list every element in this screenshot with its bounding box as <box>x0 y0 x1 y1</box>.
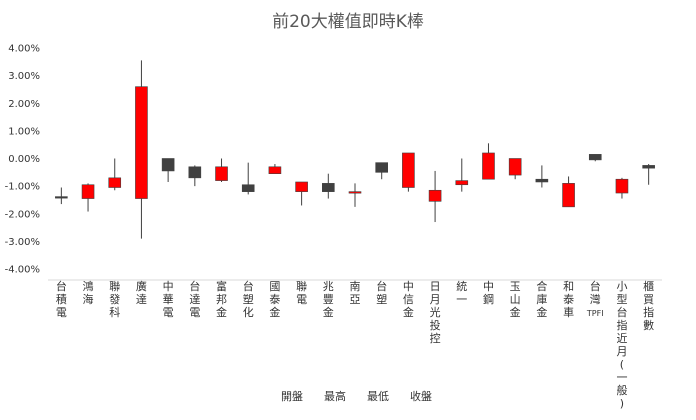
candle-body <box>268 166 282 174</box>
candle <box>295 181 308 206</box>
candle-body <box>455 180 469 186</box>
candle <box>535 165 549 188</box>
candle <box>482 143 495 180</box>
y-tick-label: 1.00% <box>8 126 40 137</box>
candle <box>615 177 629 199</box>
candle-body <box>615 178 629 194</box>
legend-entry: 開盤 <box>281 390 303 403</box>
candle-body <box>241 184 255 192</box>
y-tick-label: -2.00% <box>5 209 40 220</box>
candle-body <box>135 86 148 199</box>
candle-body <box>588 154 602 161</box>
candle <box>348 183 362 207</box>
y-tick-label: -4.00% <box>5 265 40 276</box>
x-tick-label: 兆豐金 <box>323 280 334 319</box>
chart-title: 前20大權值即時K棒 <box>272 12 424 32</box>
candle-body <box>81 184 95 199</box>
y-tick-label: 4.00% <box>8 44 40 55</box>
candle-body <box>482 152 495 180</box>
candle <box>241 162 255 195</box>
candle-body <box>108 177 122 188</box>
candle-body <box>562 183 575 208</box>
candle <box>322 173 335 199</box>
x-tick-label: 台塑 <box>376 279 387 306</box>
candle-body <box>188 166 202 179</box>
candles <box>55 60 655 239</box>
candle <box>55 187 68 205</box>
candle-body <box>428 189 442 202</box>
candle <box>642 164 655 185</box>
candle <box>428 170 442 223</box>
x-tick-label: 小型台指近月(一般) <box>616 280 627 410</box>
x-tick-label: 櫃買指數 <box>643 279 654 332</box>
candle-body <box>161 158 175 172</box>
candle <box>81 183 95 212</box>
candle <box>161 158 175 182</box>
legend-entry: 最高 <box>324 389 346 403</box>
legend-entry: 收盤 <box>410 389 432 403</box>
candle <box>135 60 148 239</box>
y-tick-label: -3.00% <box>5 237 40 248</box>
candle-body <box>348 191 362 194</box>
x-tick-label: 中華電 <box>163 280 174 319</box>
candle-body <box>508 158 522 176</box>
x-tick-label: 廣達 <box>136 279 147 306</box>
x-tick-label: 統一 <box>456 279 467 306</box>
y-tick-label: 2.00% <box>8 99 40 110</box>
y-tick-label: 3.00% <box>8 71 40 82</box>
candle <box>375 162 388 180</box>
candle-body <box>402 152 415 188</box>
candle-body <box>295 181 308 192</box>
candle-body <box>535 178 549 183</box>
candle-body <box>55 196 68 199</box>
x-tick-label: 台塑化 <box>243 279 254 319</box>
candle <box>588 154 602 162</box>
candle-body <box>215 166 228 181</box>
candle-body <box>375 162 388 173</box>
x-tick-label: 台達電 <box>189 279 200 319</box>
x-tick-label: 合庫金 <box>536 279 547 319</box>
x-tick-label: 中鋼 <box>483 280 494 306</box>
x-tick-label: 和泰車 <box>563 280 574 319</box>
candle <box>215 158 228 182</box>
candle <box>188 165 202 187</box>
candle-body <box>322 183 335 192</box>
x-tick-label: 日月光投控 <box>430 280 441 345</box>
candle <box>402 152 415 192</box>
x-tick-label: 聯電 <box>296 280 307 306</box>
x-tick-label: 國泰金 <box>269 280 280 319</box>
y-tick-label: 0.00% <box>8 154 40 165</box>
x-tick-label: 聯發科 <box>109 280 120 319</box>
x-tick-label: 台灣 TPFI <box>586 279 604 318</box>
candle <box>562 176 575 208</box>
legend-entry: 最低 <box>367 390 389 403</box>
candle <box>108 158 122 191</box>
x-tick-label: 中信金 <box>403 280 414 319</box>
y-tick-label: -1.00% <box>5 182 40 193</box>
legend: 開盤 最高 最低 收盤 <box>281 389 432 403</box>
candle <box>455 158 469 192</box>
candle-body <box>642 165 655 169</box>
x-tick-label: 鴻海 <box>83 279 94 306</box>
y-axis: 4.00% 3.00% 2.00% 1.00% 0.00% -1.00% -2.00% -3.… <box>5 44 662 281</box>
x-tick-label: 玉山金 <box>510 280 521 319</box>
candle <box>508 158 522 180</box>
x-tick-label: 台積電 <box>56 279 67 319</box>
x-tick-label: 富邦金 <box>216 279 227 319</box>
x-tick-label: 南亞 <box>350 280 361 306</box>
candle <box>268 164 282 174</box>
